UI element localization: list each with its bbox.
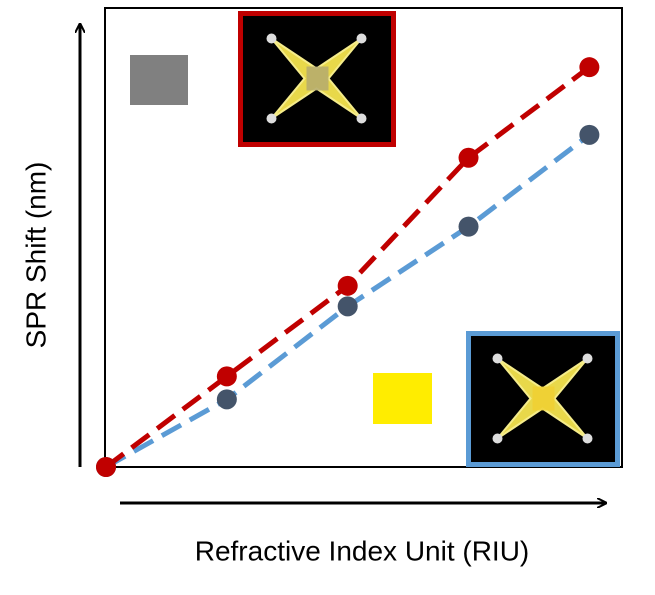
data-point bbox=[337, 275, 358, 296]
data-point bbox=[337, 296, 358, 317]
inset-red bbox=[238, 11, 396, 147]
data-point bbox=[458, 147, 479, 168]
data-point bbox=[216, 389, 237, 410]
data-point bbox=[216, 366, 237, 387]
gray-swatch bbox=[130, 55, 188, 105]
data-point bbox=[579, 124, 600, 145]
plot-frame bbox=[104, 7, 623, 468]
x-axis-label: Refractive Index Unit (RIU) bbox=[195, 535, 530, 566]
y-axis-label: SPR Shift (nm) bbox=[20, 162, 51, 349]
data-point bbox=[96, 457, 116, 477]
yellow-swatch bbox=[373, 373, 432, 424]
inset-blue bbox=[466, 331, 620, 467]
data-point bbox=[579, 57, 600, 78]
data-point bbox=[458, 216, 479, 237]
